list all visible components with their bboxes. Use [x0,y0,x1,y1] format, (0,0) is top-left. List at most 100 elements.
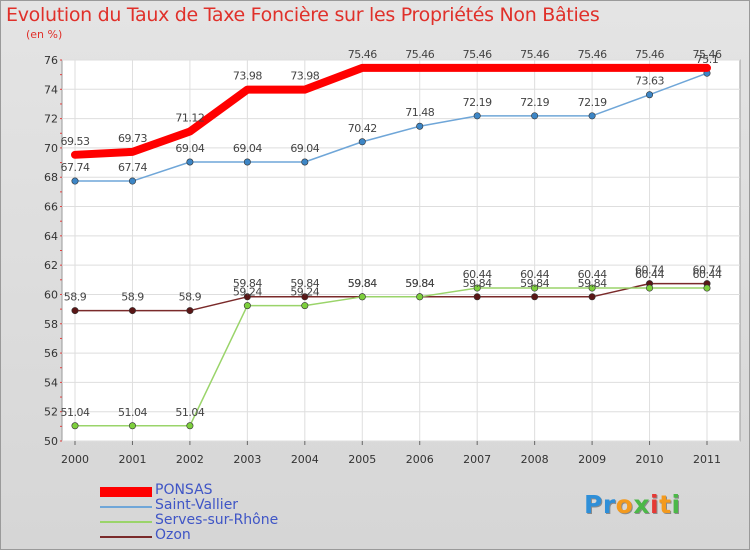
data-point [588,112,596,120]
x-tick-label: 2010 [636,453,664,466]
data-label: 67.74 [118,161,147,174]
data-label: 75.46 [405,48,434,61]
data-point [588,284,596,292]
data-label: 75.46 [578,48,607,61]
y-tick-label: 56 [44,347,58,360]
logo-letter: t [659,490,672,519]
data-label: 51.04 [175,406,204,419]
data-point [71,307,79,315]
data-label: 75.46 [520,48,549,61]
y-tick-label: 64 [44,230,58,243]
data-point [243,158,251,166]
data-label: 60.44 [635,268,664,281]
series-group [71,63,711,430]
x-tick-label: 2005 [348,453,376,466]
legend-item: Serves-sur-Rhône [100,512,360,529]
series-line-serves-sur-rh-ne [74,287,708,427]
y-tick-label: 52 [44,406,58,419]
data-label: 59.84 [348,277,377,290]
data-point [416,122,424,130]
x-tick-label: 2007 [463,453,491,466]
series-line-saint-vallier [74,72,708,182]
data-point [358,138,366,146]
logo-letter: P [584,490,603,519]
data-labels: 69.53 69.73 71.12 73.98 73.98 75.46 75.46 75.46… [61,48,723,419]
chart-title: Evolution du Taux de Taxe Foncière sur l… [6,4,600,26]
series-line-ponsas [71,63,711,159]
data-point [473,284,481,292]
data-point [531,284,539,292]
data-label: 70.42 [348,122,377,135]
data-label: 60.74 [693,264,722,277]
data-label: 72.19 [578,96,607,109]
grid-lines [62,59,740,442]
data-point [301,302,309,310]
logo-letter: o [615,490,634,519]
data-point [473,112,481,120]
data-point [186,307,194,315]
x-tick-label: 2006 [406,453,434,466]
data-label: 59.24 [290,286,319,299]
data-label: 59.84 [520,277,549,290]
data-label: 58.9 [64,291,87,304]
x-tick-label: 2004 [291,453,319,466]
plot-area [61,59,741,442]
legend-item: Ozon [100,527,360,544]
data-point [128,177,136,185]
legend: PONSAS Saint-Vallier Serves-sur-Rhône Ozon [100,482,360,544]
data-point [128,307,136,315]
y-tick-label: 66 [44,201,58,214]
data-label: 75.46 [693,48,722,61]
y-tick-label: 70 [44,142,58,155]
data-label: 72.19 [463,96,492,109]
data-point [416,293,424,301]
y-tick-label: 58 [44,318,58,331]
data-label: 60.74 [635,264,664,277]
x-axis: 2000 2001 2002 2003 2004 2005 2006 2007 2008 2009… [61,441,721,466]
proxiti-logo: Proxiti [584,490,681,519]
y-tick-label: 50 [44,435,58,448]
legend-swatch [100,521,152,523]
data-point [301,158,309,166]
data-point [128,422,136,430]
data-label: 59.84 [290,277,319,290]
legend-label: PONSAS [155,482,213,498]
data-label: 51.04 [61,406,90,419]
data-label: 60.44 [693,268,722,281]
data-point [646,91,654,99]
data-label: 59.84 [578,277,607,290]
data-label: 60.44 [520,268,549,281]
x-tick-label: 2003 [233,453,261,466]
logo-letter: x [633,490,650,519]
data-label: 59.84 [233,277,262,290]
data-label: 73.98 [290,70,319,83]
data-label: 71.48 [405,106,434,119]
y-tick-label: 74 [44,83,58,96]
logo-letter: r [602,490,616,519]
data-label: 72.19 [520,96,549,109]
data-point [646,284,654,292]
x-tick-label: 2008 [521,453,549,466]
legend-swatch [100,506,152,508]
data-point [301,293,309,301]
y-tick-label: 68 [44,171,58,184]
data-label: 59.84 [405,277,434,290]
legend-swatch [100,536,152,538]
data-label: 75.46 [635,48,664,61]
data-label: 59.24 [233,286,262,299]
y-tick-label: 60 [44,288,58,301]
legend-item: PONSAS [100,482,360,499]
data-point [531,112,539,120]
data-label: 69.04 [175,142,204,155]
data-label: 73.98 [233,70,262,83]
data-label: 67.74 [61,161,90,174]
logo-letter: i [671,490,681,519]
data-label: 59.84 [405,277,434,290]
logo-letter: i [650,490,660,519]
legend-label: Saint-Vallier [155,497,239,513]
data-point [71,422,79,430]
legend-label: Ozon [155,527,191,543]
data-label: 60.44 [578,268,607,281]
data-label: 69.73 [118,132,147,145]
